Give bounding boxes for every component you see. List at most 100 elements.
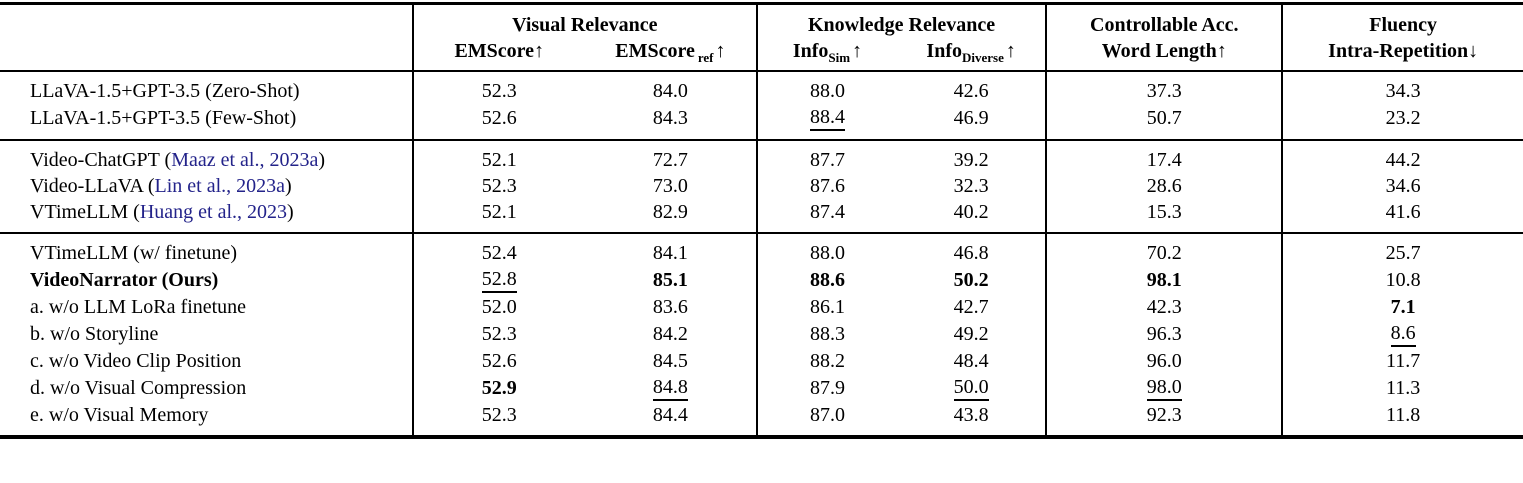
metric-value: 10.8 (1281, 267, 1523, 295)
model-name: LLaVA-1.5+GPT-3.5 (Zero-Shot) (30, 80, 300, 102)
metric-value: 98.1 (1045, 267, 1283, 295)
table-body: LLaVA-1.5+GPT-3.5 (Zero-Shot) 52.3 84.0 88.… (0, 71, 1523, 437)
metric-value: 40.2 (897, 200, 1046, 233)
metric-value-text: 52.9 (481, 377, 517, 399)
metric-value: 39.2 (897, 139, 1047, 174)
metric-value-text: 7.1 (1390, 296, 1416, 318)
higher-better-arrow-icon: ↑ (852, 40, 863, 62)
metric-value: 52.3 (411, 403, 585, 437)
metric-value: 52.6 (411, 349, 585, 375)
metric-value-text: 11.7 (1386, 350, 1421, 372)
col-header-emscore-ref: EMScore ref ↑ (585, 39, 757, 71)
metric-value: 8.6 (1281, 321, 1523, 349)
metric-value-text: 43.8 (953, 404, 989, 426)
metric-value-text: 52.0 (481, 296, 517, 318)
metric-value: 52.6 (411, 105, 585, 140)
metric-value-text: 40.2 (953, 201, 989, 223)
col-header-emscore: EMScore↑ (411, 39, 585, 71)
metric-value-text: 10.8 (1385, 269, 1421, 291)
metric-value: 15.3 (1045, 200, 1283, 233)
table-row: LLaVA-1.5+GPT-3.5 (Zero-Shot) 52.3 84.0 88.… (0, 71, 1523, 105)
table-row: c. w/o Video Clip Position 52.6 84.5 88.2 48… (0, 349, 1523, 375)
table-row: LLaVA-1.5+GPT-3.5 (Few-Shot) 52.6 84.3 88.4… (0, 105, 1523, 140)
metric-value: 50.2 (897, 267, 1046, 295)
metric-value-text: 88.0 (809, 242, 845, 264)
metric-value: 52.4 (411, 232, 585, 267)
metric-value-text: 84.8 (652, 376, 688, 401)
metric-value-text: 84.2 (652, 323, 688, 345)
metric-value: 96.0 (1045, 349, 1283, 375)
table-row: e. w/o Visual Memory 52.3 84.4 87.0 43.8 92.3… (0, 403, 1523, 437)
table-row: Video-LLaVA (Lin et al., 2023a) 52.3 73.0 8… (0, 174, 1523, 200)
metric-value: 42.3 (1045, 295, 1283, 321)
metric-value-text: 17.4 (1146, 149, 1182, 171)
metric-value: 11.3 (1281, 375, 1523, 403)
model-name: e. w/o Visual Memory (30, 404, 209, 426)
citation-link[interactable]: Maaz et al., 2023a (171, 149, 319, 171)
metric-value-text: 84.0 (652, 80, 688, 102)
metric-value: 52.1 (411, 200, 585, 233)
metric-value-text: 52.6 (481, 107, 517, 129)
col-header-intra-repetition: Intra-Repetition↓ (1281, 39, 1523, 71)
metric-value-text: 52.3 (481, 80, 517, 102)
metric-value-text: 87.4 (809, 201, 845, 223)
higher-better-arrow-icon: ↑ (1005, 40, 1016, 62)
metric-value-text: 49.2 (953, 323, 989, 345)
citation-link[interactable]: Huang et al., 2023 (139, 201, 288, 223)
metric-value: 34.3 (1281, 71, 1523, 105)
metric-value: 70.2 (1045, 232, 1283, 267)
col-header-word-length: Word Length↑ (1045, 39, 1283, 71)
metric-value: 52.3 (411, 174, 585, 200)
metric-value: 84.3 (585, 105, 757, 140)
metric-value-text: 46.8 (953, 242, 989, 264)
model-name: b. w/o Storyline (30, 323, 159, 345)
metric-value-text: 34.6 (1385, 175, 1421, 197)
citation-link[interactable]: Lin et al., 2023a (154, 175, 286, 197)
metric-value-text: 42.7 (953, 296, 989, 318)
metric-value: 82.9 (585, 200, 757, 233)
metric-value: 87.6 (755, 174, 898, 200)
metric-value: 52.8 (411, 267, 585, 295)
results-table: Visual Relevance Knowledge Relevance Con… (0, 2, 1523, 439)
metric-value: 87.7 (755, 139, 898, 174)
metric-value-text: 88.6 (809, 269, 845, 291)
metric-value-text: 52.3 (481, 404, 517, 426)
metric-value: 84.5 (585, 349, 757, 375)
metric-value: 34.6 (1281, 174, 1523, 200)
metric-value-text: 50.7 (1146, 107, 1182, 129)
lower-better-arrow-icon: ↓ (1468, 40, 1479, 62)
metric-value: 52.9 (411, 375, 585, 403)
metric-value-text: 88.3 (809, 323, 845, 345)
metric-value-text: 42.6 (953, 80, 989, 102)
metric-value-text: 85.1 (652, 269, 688, 291)
table-header: Visual Relevance Knowledge Relevance Con… (0, 3, 1523, 71)
metric-value: 72.7 (584, 139, 757, 174)
metric-value-text: 52.4 (481, 242, 517, 264)
metric-value-text: 52.6 (481, 350, 517, 372)
metric-value-text: 88.0 (809, 80, 845, 102)
metric-value: 28.6 (1045, 174, 1283, 200)
metric-value-text: 39.2 (953, 149, 989, 171)
metric-value-text: 87.9 (809, 377, 845, 399)
metric-value: 88.4 (755, 105, 898, 140)
metric-value: 32.3 (897, 174, 1046, 200)
metric-value-text: 87.0 (809, 404, 845, 426)
metric-value: 7.1 (1281, 295, 1523, 321)
metric-name: Info (792, 40, 829, 62)
metric-subscript: ref (697, 50, 714, 65)
metric-value: 48.4 (897, 349, 1046, 375)
metric-value-text: 8.6 (1390, 322, 1416, 347)
metric-subscript: Diverse (961, 50, 1004, 65)
metric-value: 42.6 (897, 71, 1046, 105)
metric-value: 84.2 (585, 321, 757, 349)
metric-value-text: 96.3 (1146, 323, 1182, 345)
metric-value: 23.2 (1281, 105, 1523, 140)
table-row: VTimeLLM (Huang et al., 2023) 52.1 82.9 87.… (0, 200, 1523, 233)
metric-value: 52.1 (411, 139, 585, 174)
metric-value-text: 87.7 (809, 149, 845, 171)
metric-value: 73.0 (585, 174, 757, 200)
metric-value-text: 28.6 (1146, 175, 1182, 197)
metric-value: 84.0 (585, 71, 757, 105)
model-name: d. w/o Visual Compression (30, 377, 247, 399)
metric-value: 42.7 (897, 295, 1046, 321)
